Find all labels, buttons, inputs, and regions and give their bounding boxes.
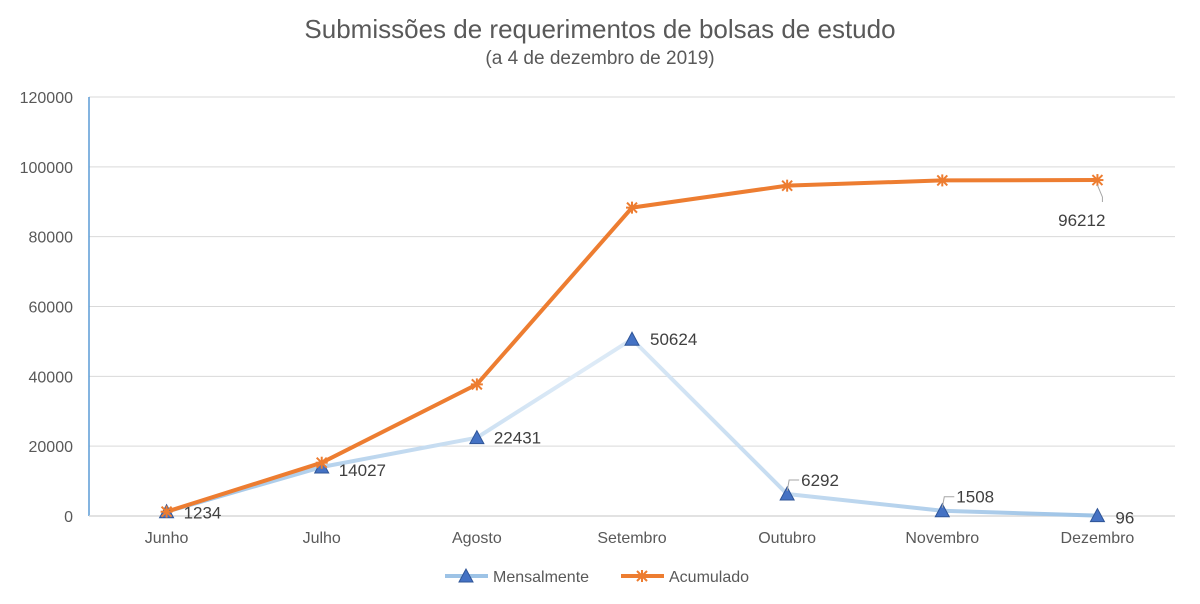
data-label: 14027 [339, 461, 386, 480]
acumulado-point [470, 378, 483, 391]
legend-acumulado-label: Acumulado [669, 569, 749, 586]
acumulado-point [626, 201, 638, 214]
legend-mensalmente-marker [458, 567, 474, 583]
x-tick-label: Outubro [758, 530, 816, 547]
x-tick-label: Dezembro [1061, 530, 1135, 547]
x-tick-label: Junho [145, 530, 189, 547]
acumulado-point [1091, 174, 1104, 187]
data-label: 96 [1115, 509, 1134, 528]
data-label: 1234 [184, 504, 222, 523]
x-tick-label: Novembro [905, 530, 979, 547]
data-label: 1508 [956, 488, 994, 507]
y-tick-label: 80000 [29, 230, 74, 247]
mensalmente-point [1089, 507, 1106, 523]
data-label-leader [786, 479, 800, 492]
legend-mensalmente-label: Mensalmente [493, 569, 589, 586]
x-tick-label: Julho [303, 530, 341, 547]
y-tick-label: 120000 [20, 90, 73, 107]
chart-subtitle: (a 4 de dezembro de 2019) [485, 48, 715, 69]
y-tick-label: 100000 [20, 160, 73, 177]
y-tick-label: 20000 [29, 439, 74, 456]
series-acumulado-line [165, 178, 1098, 514]
data-label-leader [941, 496, 955, 508]
y-tick-label: 40000 [29, 369, 74, 386]
y-tick-label: 0 [64, 509, 73, 526]
legend-acumulado-marker [636, 570, 648, 582]
chart-title: Submissões de requerimentos de bolsas de… [304, 14, 896, 44]
acumulado-point [936, 174, 949, 187]
data-label: 50624 [650, 330, 697, 349]
mensalmente-point [779, 485, 795, 501]
y-tick-label: 60000 [29, 300, 74, 317]
x-tick-label: Setembro [597, 530, 666, 547]
x-tick-label: Agosto [452, 530, 502, 547]
mensalmente-point [934, 502, 951, 518]
mensalmente-point [469, 429, 485, 445]
data-label: 22431 [494, 429, 541, 448]
data-label: 6292 [801, 471, 839, 490]
data-label-leader [1096, 184, 1103, 203]
data-label: 96212 [1058, 211, 1105, 230]
acumulado-point [781, 179, 794, 192]
mensalmente-point [624, 331, 640, 346]
acumulado-point [160, 505, 173, 518]
acumulado-point [315, 456, 328, 469]
